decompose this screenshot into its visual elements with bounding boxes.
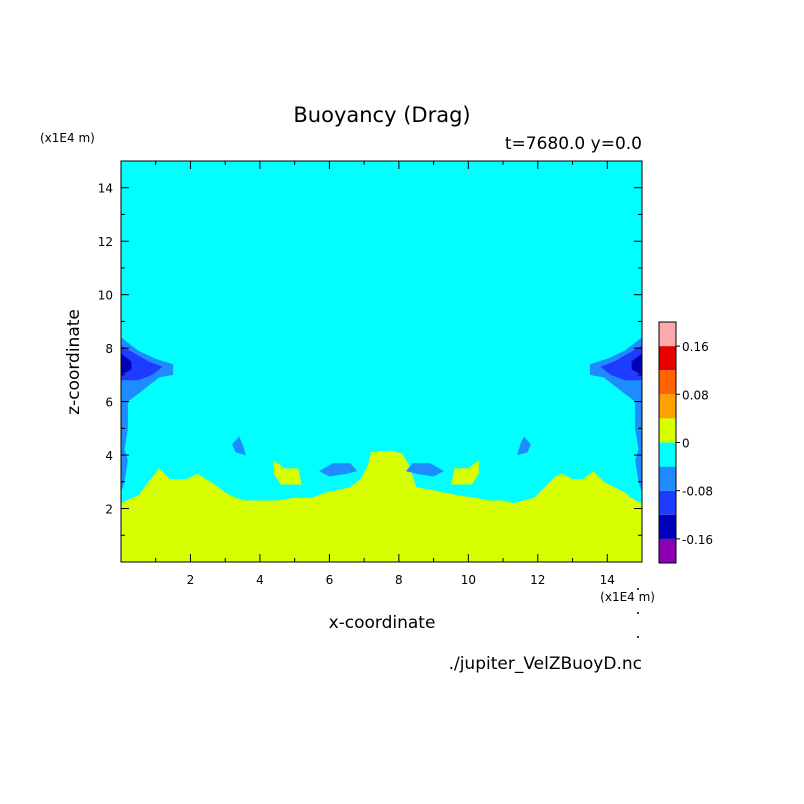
contour-region <box>517 436 531 456</box>
colorbar-swatch <box>659 514 676 539</box>
dot-marker <box>637 588 639 590</box>
y-unit-label: (x1E4 m) <box>40 131 95 145</box>
source-file-label: ./jupiter_VelZBuoyD.nc <box>449 654 642 674</box>
colorbar-swatch <box>659 370 676 395</box>
y-tick-label: 12 <box>98 235 113 249</box>
y-tick-label: 8 <box>105 342 113 356</box>
contour-region <box>273 460 302 485</box>
contour-region <box>121 353 132 375</box>
y-tick-label: 4 <box>105 449 113 463</box>
contour-region <box>405 463 444 477</box>
contour-regions <box>121 337 642 562</box>
x-tick-label: 12 <box>530 573 545 587</box>
colorbar-swatch <box>659 466 676 491</box>
colorbar-swatch <box>659 418 676 443</box>
x-tick-label: 4 <box>256 573 264 587</box>
y-tick-label: 2 <box>105 503 113 517</box>
x-axis-ticks: 2 4 6 8 10 12 14 <box>155 161 615 587</box>
y-axis-label: z-coordinate <box>64 309 84 415</box>
x-tick-label: 14 <box>600 573 615 587</box>
colorbar-swatch <box>659 538 676 563</box>
x-tick-label: 8 <box>395 573 403 587</box>
y-tick-label: 14 <box>98 182 113 196</box>
y-axis-ticks: 2 4 6 8 10 12 14 <box>98 182 642 536</box>
colorbar-swatch <box>659 394 676 419</box>
x-unit-label: (x1E4 m) <box>600 590 655 604</box>
x-tick-label: 2 <box>187 573 195 587</box>
x-axis-label: x-coordinate <box>329 613 436 633</box>
contour-region <box>319 463 358 477</box>
contour-region <box>451 460 479 485</box>
contour-region <box>631 353 642 375</box>
contour-plot: 2 4 6 8 10 12 14 2 4 6 8 10 12 14 <box>98 160 643 587</box>
colorbar-tick-label: 0.16 <box>682 340 709 354</box>
chart-title: Buoyancy (Drag) <box>293 103 470 127</box>
plot-frame <box>120 160 643 563</box>
colorbar-swatch <box>659 442 676 467</box>
contour-region <box>232 436 246 456</box>
contour-region <box>121 345 163 381</box>
colorbar-tick-label: 0.08 <box>682 388 709 402</box>
colorbar-tick-label: -0.08 <box>682 485 713 499</box>
x-tick-label: 6 <box>326 573 334 587</box>
y-tick-label: 6 <box>105 396 113 410</box>
contour-region <box>121 451 642 562</box>
dot-marker <box>637 636 639 638</box>
contour-region <box>600 345 642 381</box>
x-tick-label: 10 <box>461 573 476 587</box>
colorbar-swatch <box>659 346 676 371</box>
y-tick-label: 10 <box>98 289 113 303</box>
colorbar-tick-label: -0.16 <box>682 533 713 547</box>
colorbar: 0.16 0.08 0 -0.08 -0.16 <box>658 321 713 564</box>
dot-marker <box>637 612 639 614</box>
colorbar-swatch <box>659 490 676 515</box>
colorbar-swatch <box>659 322 676 347</box>
chart-subtitle: t=7680.0 y=0.0 <box>505 134 642 154</box>
colorbar-tick-label: 0 <box>682 437 690 451</box>
